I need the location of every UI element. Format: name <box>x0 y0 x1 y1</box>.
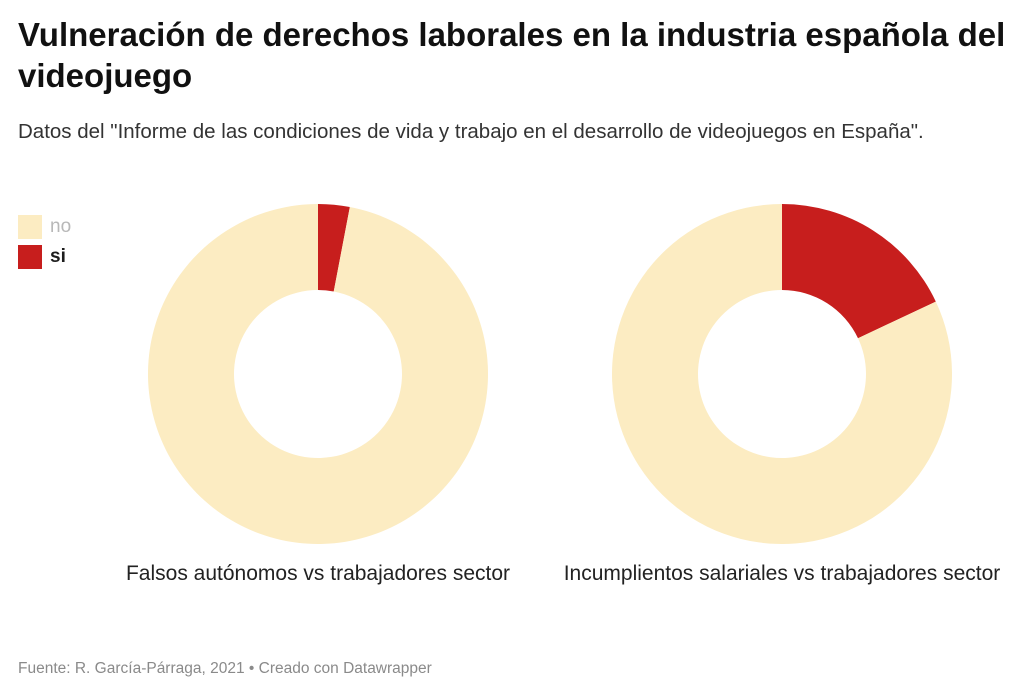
donut-chart-incumplimientos: Incumplientos salariales vs trabajadores… <box>542 200 1022 620</box>
donut-svg-falsos-autonomos <box>148 204 489 544</box>
donut-svg-incumplimientos <box>612 204 952 544</box>
donut-slice-si <box>782 204 936 339</box>
legend-item-si: si <box>18 242 71 272</box>
footer-source: Fuente: R. García-Párraga, 2021 • Creado… <box>18 660 432 677</box>
legend-swatch-no <box>18 215 42 239</box>
chart-title: Vulneración de derechos laborales en la … <box>18 16 1006 94</box>
donut-slice-no <box>148 204 489 544</box>
donut-label-incumplimientos: Incumplientos salariales vs trabajadores… <box>563 562 1001 585</box>
legend-item-no: no <box>18 212 71 242</box>
legend-label-no: no <box>50 216 72 237</box>
legend: no si <box>18 212 71 272</box>
donut-slice-no <box>612 204 952 544</box>
chart-subtitle: Datos del "Informe de las condiciones de… <box>18 120 924 143</box>
legend-swatch-si <box>18 245 42 269</box>
donut-label-falsos-autonomos: Falsos autónomos vs trabajadores sector <box>125 562 511 585</box>
legend-label-si: si <box>50 246 66 267</box>
donut-slice-si <box>318 204 350 292</box>
donut-chart-falsos-autonomos: Falsos autónomos vs trabajadores sector <box>78 200 558 620</box>
